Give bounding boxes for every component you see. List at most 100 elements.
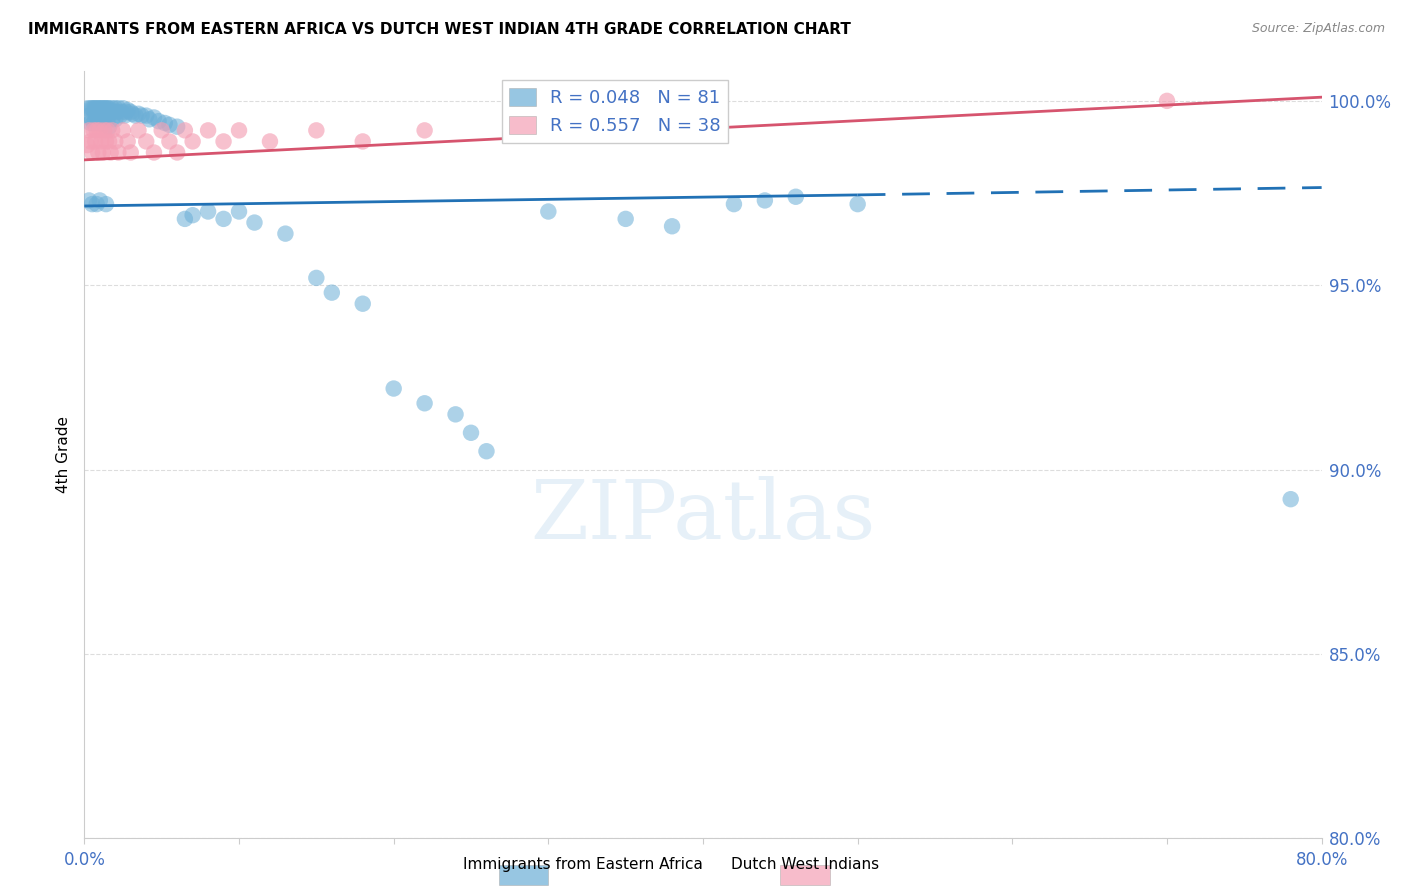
Point (153, 116, 176, 130)
Point (77, 194, 100, 208)
Point (103, 104, 125, 119)
Point (93, 101, 115, 115)
Point (127, 107, 149, 121)
Point (84, 112, 107, 127)
Point (117, 135, 139, 149)
Point (84, 135, 107, 149)
Point (135, 109, 157, 123)
Point (94, 135, 117, 149)
Point (96, 101, 118, 115)
Point (228, 204, 250, 219)
Y-axis label: 4th Grade: 4th Grade (56, 417, 72, 493)
Point (159, 135, 180, 149)
Point (104, 135, 127, 149)
Point (143, 145, 166, 160)
Text: ZIPatlas: ZIPatlas (530, 476, 876, 557)
Point (846, 197, 869, 211)
Point (124, 109, 146, 123)
Point (120, 104, 142, 119)
Text: Source: ZipAtlas.com: Source: ZipAtlas.com (1251, 22, 1385, 36)
Point (138, 112, 160, 127)
Point (101, 112, 124, 127)
Point (87, 116, 110, 130)
Point (98, 101, 121, 115)
Point (101, 101, 124, 115)
Point (112, 123, 135, 137)
Point (305, 271, 328, 285)
Point (84, 101, 107, 115)
Point (104, 101, 127, 115)
Point (94, 101, 117, 115)
Point (98, 135, 121, 149)
Point (107, 101, 129, 115)
Point (181, 208, 204, 222)
Point (83, 123, 105, 137)
Point (105, 104, 128, 119)
Legend: R = 0.048   N = 81, R = 0.557   N = 38: R = 0.048 N = 81, R = 0.557 N = 38 (502, 80, 728, 143)
Point (112, 101, 135, 115)
Point (661, 219, 683, 234)
Point (131, 109, 153, 123)
Point (82, 197, 104, 211)
Point (76, 101, 98, 115)
Point (96, 112, 118, 127)
Point (166, 145, 188, 160)
Point (150, 123, 173, 137)
Point (79, 116, 101, 130)
Point (117, 103, 139, 117)
Point (93, 123, 115, 137)
Point (159, 118, 180, 132)
Point (77, 109, 100, 123)
Point (104, 112, 127, 127)
Point (87, 101, 110, 115)
Point (83, 101, 105, 115)
Point (87, 145, 110, 160)
Point (785, 190, 807, 204)
Point (444, 408, 467, 422)
Point (79, 101, 101, 115)
Point (614, 211, 637, 226)
Point (90, 101, 112, 115)
Point (96, 123, 118, 137)
Point (86, 109, 108, 123)
Point (101, 123, 124, 137)
Point (77, 123, 100, 137)
Point (89, 194, 111, 208)
Point (89, 123, 111, 137)
Point (212, 135, 235, 149)
Point (90, 116, 112, 130)
Point (148, 114, 170, 128)
Point (382, 382, 405, 396)
Point (174, 123, 197, 137)
Point (537, 204, 560, 219)
Point (413, 123, 436, 137)
Point (91, 101, 114, 115)
Point (274, 227, 297, 241)
Point (82, 101, 104, 115)
Point (86, 197, 108, 211)
Point (93, 116, 115, 130)
Point (475, 444, 498, 458)
Point (243, 216, 266, 230)
Point (90, 135, 112, 149)
Point (181, 135, 204, 149)
Point (212, 211, 235, 226)
Point (114, 109, 136, 123)
Point (89, 101, 111, 115)
Point (82, 112, 104, 127)
Point (86, 101, 108, 115)
Point (197, 204, 219, 219)
Point (166, 120, 188, 134)
Point (174, 211, 197, 226)
Point (1279, 492, 1302, 507)
Point (120, 145, 142, 160)
Point (108, 109, 131, 123)
Point (197, 123, 219, 137)
Point (91, 145, 114, 160)
Point (135, 135, 157, 149)
Point (79, 135, 101, 149)
Point (82, 145, 104, 160)
Point (121, 107, 143, 121)
Point (723, 197, 745, 211)
Text: Immigrants from Eastern Africa: Immigrants from Eastern Africa (463, 857, 703, 872)
